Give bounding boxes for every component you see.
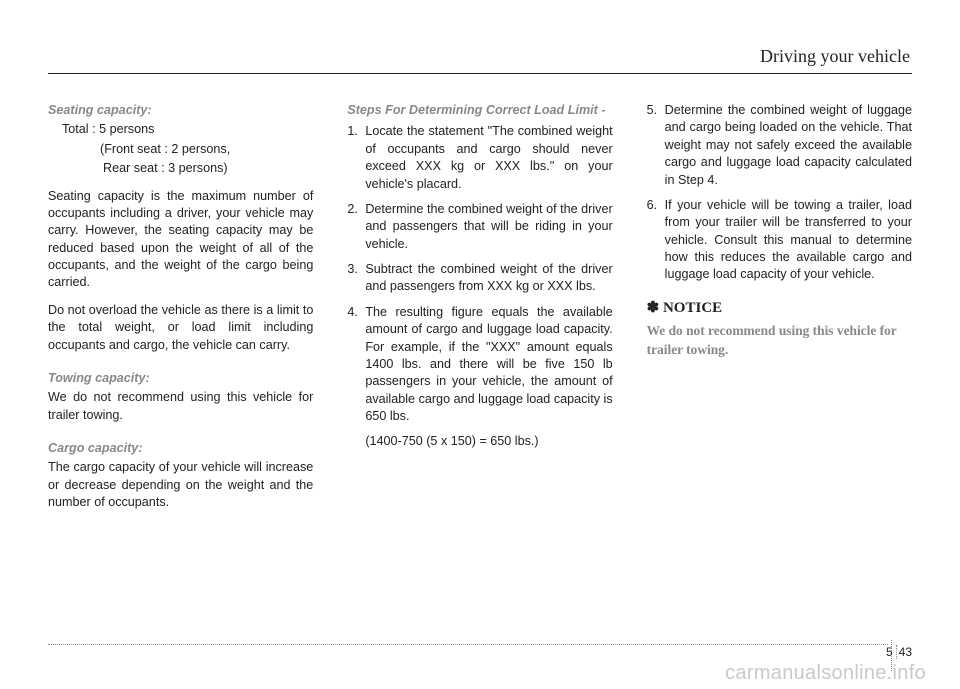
step-3: 3. Subtract the combined weight of the d… xyxy=(347,261,612,296)
towing-paragraph: We do not recommend using this vehicle f… xyxy=(48,389,313,424)
watermark-text: carmanualsonline.info xyxy=(725,662,926,685)
column-3: 5. Determine the combined weight of lugg… xyxy=(647,102,912,522)
step-num: 6. xyxy=(647,197,665,284)
chapter-number: 5 xyxy=(886,645,897,659)
step-num: 3. xyxy=(347,261,365,296)
seating-capacity-head: Seating capacity: xyxy=(48,102,313,119)
step-num: 5. xyxy=(647,102,665,189)
manual-page: Driving your vehicle Seating capacity: T… xyxy=(0,0,960,689)
footer-dotted-rule xyxy=(48,644,888,645)
seating-rear: Rear seat : 3 persons) xyxy=(48,160,313,177)
step-text: Subtract the combined weight of the driv… xyxy=(365,261,612,296)
notice-body: We do not recommend using this vehicle f… xyxy=(647,322,912,360)
step-num: 2. xyxy=(347,201,365,253)
step-4: 4. The resulting figure equals the avail… xyxy=(347,304,612,426)
step-num: 1. xyxy=(347,123,365,193)
step-6: 6. If your vehicle will be towing a trai… xyxy=(647,197,912,284)
step-text: Locate the statement "The combined weigh… xyxy=(365,123,612,193)
content-columns: Seating capacity: Total : 5 persons (Fro… xyxy=(48,102,912,522)
step-5: 5. Determine the combined weight of lugg… xyxy=(647,102,912,189)
step-text: The resulting figure equals the availabl… xyxy=(365,304,612,426)
running-head: Driving your vehicle xyxy=(48,46,912,67)
page-number-value: 43 xyxy=(899,645,912,659)
seating-paragraph-2: Do not overload the vehicle as there is … xyxy=(48,302,313,354)
notice-heading: ✽ NOTICE xyxy=(647,298,912,319)
step-text: Determine the combined weight of the dri… xyxy=(365,201,612,253)
cargo-paragraph: The cargo capacity of your vehicle will … xyxy=(48,459,313,511)
step-text: If your vehicle will be towing a trailer… xyxy=(665,197,912,284)
column-2: Steps For Determining Correct Load Limit… xyxy=(347,102,612,522)
step-2: 2. Determine the combined weight of the … xyxy=(347,201,612,253)
seating-paragraph-1: Seating capacity is the maximum number o… xyxy=(48,188,313,292)
calculation-line: (1400-750 (5 x 150) = 650 lbs.) xyxy=(347,433,612,450)
towing-capacity-head: Towing capacity: xyxy=(48,370,313,387)
steps-head: Steps For Determining Correct Load Limit… xyxy=(347,102,612,119)
step-1: 1. Locate the statement "The combined we… xyxy=(347,123,612,193)
step-text: Determine the combined weight of luggage… xyxy=(665,102,912,189)
seating-total: Total : 5 persons xyxy=(48,121,313,138)
cargo-capacity-head: Cargo capacity: xyxy=(48,440,313,457)
column-1: Seating capacity: Total : 5 persons (Fro… xyxy=(48,102,313,522)
step-num: 4. xyxy=(347,304,365,426)
header-rule xyxy=(48,73,912,74)
seating-front: (Front seat : 2 persons, xyxy=(48,141,313,158)
page-number: 543 xyxy=(886,645,912,659)
